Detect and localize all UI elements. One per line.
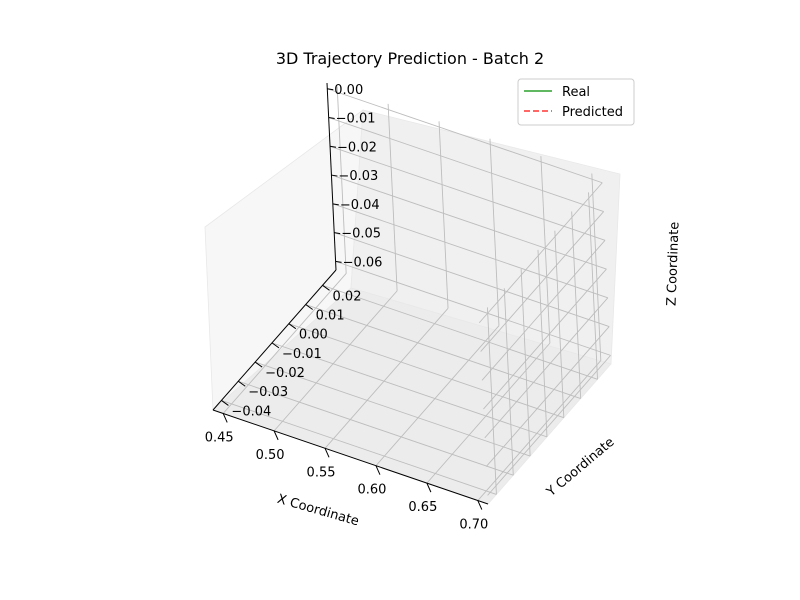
- grid-line-x-floor: [375, 325, 500, 467]
- z-tick-label: −0.02: [337, 140, 377, 155]
- grid-line-z-left: [483, 268, 607, 410]
- y-axis-line: [212, 269, 337, 411]
- grid-line-y-left: [486, 307, 497, 495]
- axes-3d: 0.45 0.50 0.55 0.60 0.65 0.70 −0.04 −0.03 −0.02 −…: [204, 82, 621, 533]
- y-tick-label: 0.01: [316, 309, 345, 324]
- grid-line-z-back: [327, 88, 603, 184]
- y-tick-label: 0.02: [333, 289, 362, 304]
- y-tick-mark: [271, 342, 280, 349]
- grid-line-z-left: [480, 211, 604, 352]
- grid-line-y-floor: [254, 361, 531, 457]
- z-tick-mark: [327, 88, 334, 91]
- z-tick-mark: [332, 203, 339, 206]
- grid-line-x-back: [489, 138, 500, 326]
- x-tick-mark: [477, 500, 483, 510]
- x-tick-label: 0.70: [459, 518, 488, 533]
- grid-line-y-floor: [238, 380, 514, 476]
- z-tick-label: −0.06: [343, 255, 383, 270]
- x-tick-mark: [222, 413, 228, 423]
- z-axis-label: Z Coordinate: [665, 221, 683, 306]
- grid-line-z-left: [484, 297, 609, 439]
- tick-marks: [221, 88, 483, 510]
- y-tick-label: −0.02: [265, 366, 305, 381]
- x-tick-label: 0.50: [256, 448, 285, 463]
- grid-line-y-left: [537, 249, 548, 437]
- y-tick-mark: [254, 361, 263, 368]
- grid-line-x-floor: [426, 342, 551, 484]
- y-tick-mark: [237, 380, 246, 387]
- legend-label-real: Real: [562, 85, 590, 100]
- x-tick-mark: [324, 448, 330, 458]
- z-tick-mark: [335, 260, 342, 263]
- grid-line-x-back: [591, 173, 602, 361]
- x-tick-mark: [426, 482, 432, 493]
- y-tick-label: −0.03: [248, 385, 288, 400]
- grid-line-y-left: [520, 269, 531, 457]
- z-tick-label: −0.03: [338, 169, 378, 184]
- y-tick-mark: [305, 304, 313, 310]
- grid-line-z-back: [328, 117, 604, 212]
- x-tick-mark: [375, 465, 381, 475]
- x-tick-label: 0.45: [205, 430, 234, 445]
- grid-line-z-back: [329, 145, 606, 241]
- y-tick-label: 0.00: [299, 328, 328, 343]
- grid-line-z-left: [478, 182, 603, 324]
- grid-line-z-back: [332, 203, 608, 299]
- x-tick-label: 0.60: [357, 483, 386, 498]
- grid-line-z-back: [334, 232, 610, 328]
- grid-line-z-left: [485, 326, 610, 467]
- grid-line-x-back: [540, 156, 551, 344]
- x-axis-line: [212, 409, 489, 505]
- grid-line-z-back: [335, 260, 611, 356]
- grid-line-y-left: [554, 230, 565, 418]
- z-tick-label: −0.01: [336, 112, 376, 127]
- z-tick-mark: [334, 232, 341, 235]
- grid-line-x-floor: [222, 273, 347, 414]
- grid-line-y-floor: [221, 399, 497, 495]
- grid-line-y-floor: [322, 284, 598, 380]
- grid-line-z-back: [331, 174, 607, 270]
- y-tick-mark: [322, 284, 330, 291]
- grid-line-x-floor: [273, 290, 398, 432]
- x-tick-label: 0.65: [408, 500, 437, 515]
- legend-label-predicted: Predicted: [562, 105, 623, 120]
- z-tick-mark: [329, 145, 337, 148]
- grid-line-y-left: [588, 192, 598, 380]
- z-tick-label: 0.00: [334, 83, 363, 98]
- grid-line-z-left: [481, 239, 606, 381]
- x-tick-label: 0.55: [307, 465, 336, 480]
- z-tick-label: −0.05: [341, 227, 381, 242]
- chart-title: 3D Trajectory Prediction - Batch 2: [276, 49, 544, 68]
- y-tick-label: −0.04: [231, 404, 271, 419]
- grid-line-y-floor: [288, 323, 564, 419]
- axis-lines: [212, 82, 489, 505]
- y-tick-label: −0.01: [282, 347, 322, 362]
- tick-labels: 0.45 0.50 0.55 0.60 0.65 0.70 −0.04 −0.03 −0.02 −…: [205, 83, 489, 533]
- grid-line-x-back: [438, 121, 449, 309]
- z-tick-mark: [328, 117, 335, 120]
- grid-line-x-back: [336, 86, 347, 274]
- x-tick-mark: [273, 430, 279, 441]
- grid-lines: [221, 86, 611, 501]
- grid-line-x-floor: [324, 307, 449, 449]
- legend: Real Predicted: [517, 78, 635, 126]
- z-tick-mark: [331, 174, 338, 177]
- grid-line-y-floor: [271, 342, 548, 438]
- grid-line-z-left: [487, 355, 611, 496]
- grid-line-x-back: [387, 103, 398, 291]
- y-tick-mark: [221, 400, 229, 406]
- grid-line-y-floor: [305, 304, 581, 399]
- y-tick-mark: [288, 323, 297, 330]
- z-axis-line: [326, 82, 337, 271]
- z-tick-label: −0.04: [340, 198, 380, 213]
- grid-line-y-left: [571, 211, 582, 399]
